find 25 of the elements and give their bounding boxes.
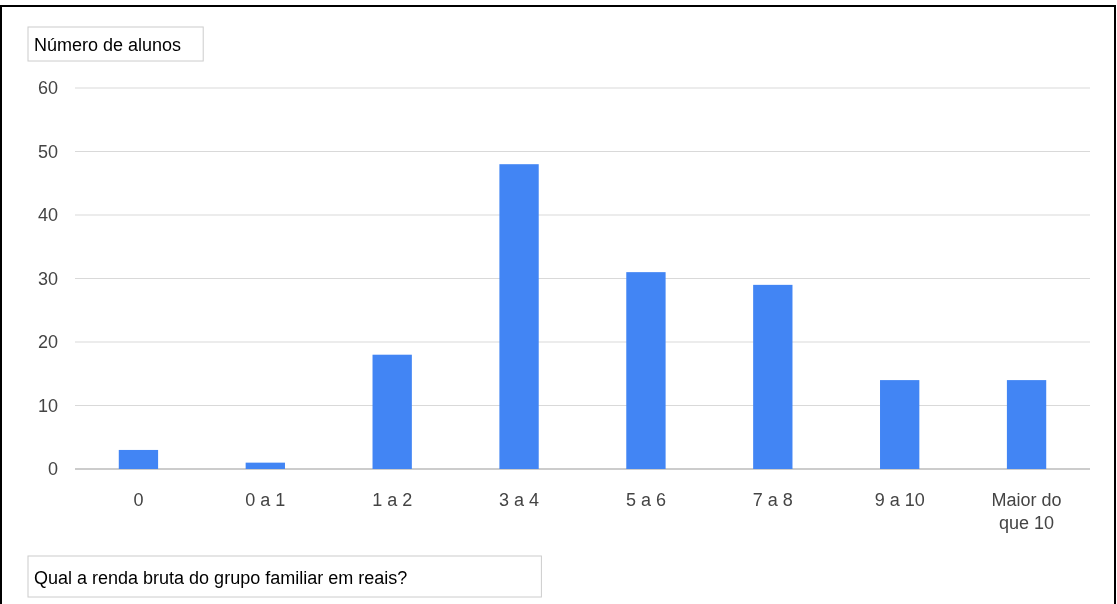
bar xyxy=(880,380,920,469)
y-tick-label: 40 xyxy=(37,205,58,226)
bar xyxy=(245,462,285,469)
bar xyxy=(753,284,793,469)
y-tick-label: 0 xyxy=(47,459,58,480)
bar xyxy=(626,272,666,469)
x-tick-label: Maior do que 10 xyxy=(991,490,1062,533)
bar xyxy=(499,164,539,469)
y-tick-label: 50 xyxy=(37,141,58,162)
x-tick-label: 3 a 4 xyxy=(499,490,540,510)
x-tick-label: 5 a 6 xyxy=(625,490,666,510)
y-tick-label: 60 xyxy=(37,78,58,99)
y-tick-label: 20 xyxy=(37,332,58,353)
x-tick-label: 0 xyxy=(133,490,144,510)
x-tick-label: 7 a 8 xyxy=(752,490,793,510)
y-tick-label: 10 xyxy=(37,395,58,416)
x-tick-label: 1 a 2 xyxy=(372,490,413,510)
x-tick-label: 0 a 1 xyxy=(245,490,286,510)
y-tick-label: 30 xyxy=(37,268,58,289)
x-tick-label: 9 a 10 xyxy=(874,490,925,510)
bar xyxy=(118,449,159,469)
bar xyxy=(1006,380,1047,469)
bar xyxy=(372,354,412,469)
y-axis-title: Número de alunos xyxy=(34,35,182,55)
x-axis-title: Qual a renda bruta do grupo familiar em reais? xyxy=(34,568,408,588)
